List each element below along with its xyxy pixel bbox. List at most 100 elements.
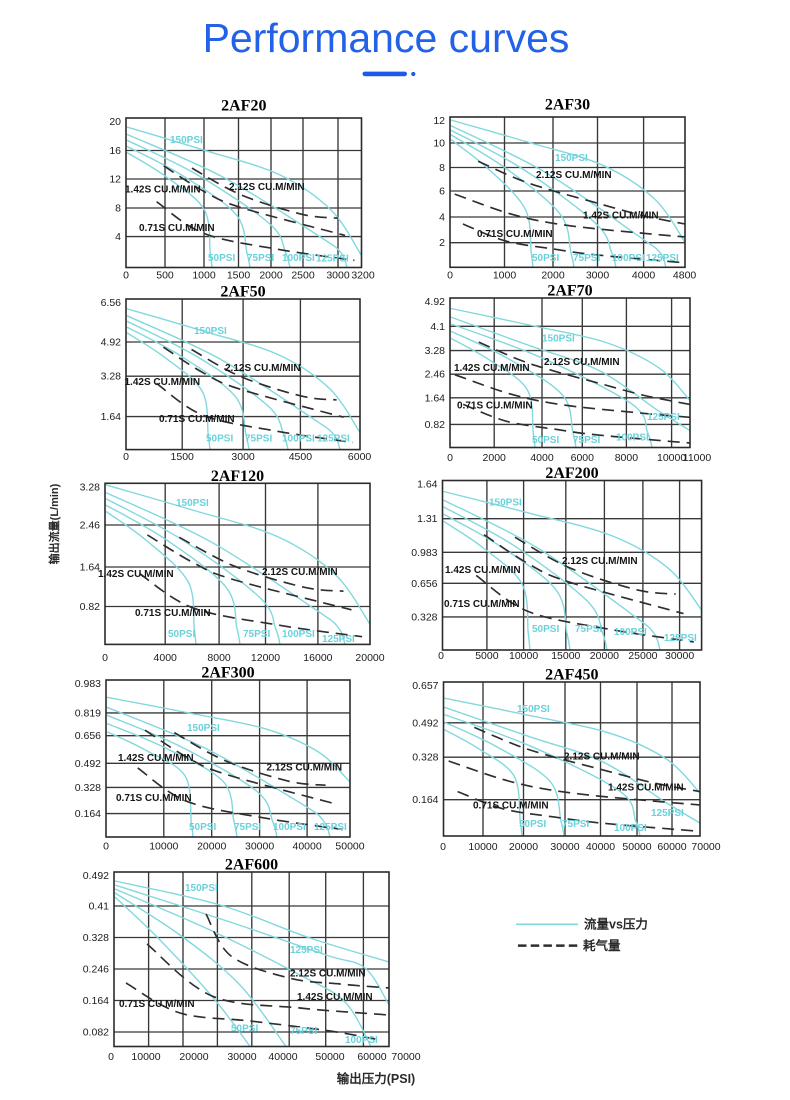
svg-text:5000: 5000 xyxy=(475,650,499,662)
svg-text:3200: 3200 xyxy=(351,270,375,282)
svg-text:0.71S CU.M/MIN: 0.71S CU.M/MIN xyxy=(457,401,533,412)
svg-text:50PSI: 50PSI xyxy=(519,819,546,830)
svg-text:10000: 10000 xyxy=(131,1051,160,1063)
svg-text:75PSI: 75PSI xyxy=(234,822,261,833)
svg-text:1.42S CU.M/MIN: 1.42S CU.M/MIN xyxy=(125,185,201,196)
svg-text:0.82: 0.82 xyxy=(425,419,446,431)
svg-text:75PSI: 75PSI xyxy=(243,629,270,640)
svg-text:2AF50: 2AF50 xyxy=(220,284,265,301)
svg-text:25000: 25000 xyxy=(628,650,657,662)
svg-text:2AF30: 2AF30 xyxy=(545,97,590,114)
svg-text:2.12S CU.M/MIN: 2.12S CU.M/MIN xyxy=(544,357,620,368)
svg-text:6.56: 6.56 xyxy=(101,297,122,309)
svg-text:1.42S CU.M/MIN: 1.42S CU.M/MIN xyxy=(583,211,659,222)
svg-text:100PSI: 100PSI xyxy=(616,433,649,444)
svg-text:20000: 20000 xyxy=(197,841,226,853)
svg-text:6: 6 xyxy=(439,186,445,198)
svg-text:150PSI: 150PSI xyxy=(489,498,522,509)
svg-text:0.71S CU.M/MIN: 0.71S CU.M/MIN xyxy=(444,599,520,610)
svg-text:40000: 40000 xyxy=(268,1051,297,1063)
svg-text:100PSI: 100PSI xyxy=(282,253,315,264)
svg-text:150PSI: 150PSI xyxy=(176,498,209,509)
svg-text:0.71S CU.M/MIN: 0.71S CU.M/MIN xyxy=(119,999,195,1010)
svg-text:2.46: 2.46 xyxy=(425,369,446,381)
svg-text:4500: 4500 xyxy=(289,451,313,463)
svg-text:4.1: 4.1 xyxy=(430,321,445,333)
svg-text:0.656: 0.656 xyxy=(75,730,101,742)
svg-text:50PSI: 50PSI xyxy=(231,1024,258,1035)
svg-text:1.42S CU.M/MIN: 1.42S CU.M/MIN xyxy=(445,565,521,576)
svg-text:0.71S CU.M/MIN: 0.71S CU.M/MIN xyxy=(473,801,549,812)
svg-text:125PSI: 125PSI xyxy=(316,254,349,265)
svg-text:20000: 20000 xyxy=(179,1051,208,1063)
svg-text:0.983: 0.983 xyxy=(411,547,437,559)
svg-text:8000: 8000 xyxy=(615,452,639,464)
svg-text:50PSI: 50PSI xyxy=(206,434,233,445)
svg-text:0.492: 0.492 xyxy=(412,717,438,729)
svg-text:125PSI: 125PSI xyxy=(322,634,355,645)
svg-text:150PSI: 150PSI xyxy=(555,153,588,164)
svg-text:125PSI: 125PSI xyxy=(647,412,680,423)
svg-text:2: 2 xyxy=(439,237,445,249)
svg-text:50PSI: 50PSI xyxy=(532,435,559,446)
svg-text:10000: 10000 xyxy=(149,841,178,853)
svg-text:2.12S CU.M/MIN: 2.12S CU.M/MIN xyxy=(267,763,343,774)
svg-text:Performance curves: Performance curves xyxy=(203,15,570,61)
svg-text:100PSI: 100PSI xyxy=(612,253,645,264)
svg-text:12000: 12000 xyxy=(251,652,280,664)
svg-text:60000: 60000 xyxy=(657,841,686,853)
svg-text:4: 4 xyxy=(439,212,445,224)
svg-text:4.92: 4.92 xyxy=(425,296,446,308)
svg-text:0.656: 0.656 xyxy=(411,578,437,590)
svg-text:3000: 3000 xyxy=(326,270,350,282)
svg-text:2500: 2500 xyxy=(291,270,315,282)
svg-text:0.082: 0.082 xyxy=(83,1027,109,1039)
svg-text:1.42S CU.M/MIN: 1.42S CU.M/MIN xyxy=(297,992,373,1003)
svg-text:0.492: 0.492 xyxy=(83,870,109,882)
svg-text:50000: 50000 xyxy=(335,841,364,853)
svg-text:0.819: 0.819 xyxy=(75,707,101,719)
svg-text:1.42S CU.M/MIN: 1.42S CU.M/MIN xyxy=(454,363,530,374)
svg-text:6000: 6000 xyxy=(348,451,372,463)
svg-text:20000: 20000 xyxy=(509,841,538,853)
svg-text:12: 12 xyxy=(433,115,445,127)
svg-text:150PSI: 150PSI xyxy=(170,135,203,146)
svg-text:0: 0 xyxy=(103,841,109,853)
svg-text:125PSI: 125PSI xyxy=(314,822,347,833)
svg-text:0.82: 0.82 xyxy=(80,601,101,613)
svg-text:0.246: 0.246 xyxy=(83,964,109,976)
svg-text:4: 4 xyxy=(115,231,121,243)
svg-text:2.12S CU.M/MIN: 2.12S CU.M/MIN xyxy=(262,567,338,578)
svg-text:0.71S CU.M/MIN: 0.71S CU.M/MIN xyxy=(477,229,553,240)
svg-text:50PSI: 50PSI xyxy=(532,624,559,635)
svg-text:0: 0 xyxy=(447,452,453,464)
svg-text:75PSI: 75PSI xyxy=(575,624,602,635)
svg-text:30000: 30000 xyxy=(550,841,579,853)
svg-text:100PSI: 100PSI xyxy=(282,629,315,640)
svg-text:150PSI: 150PSI xyxy=(187,723,220,734)
svg-text:2AF20: 2AF20 xyxy=(221,98,266,115)
svg-text:耗气量: 耗气量 xyxy=(583,938,621,953)
svg-text:2AF120: 2AF120 xyxy=(211,468,264,485)
svg-text:3.28: 3.28 xyxy=(80,481,101,493)
svg-text:2.12S CU.M/MIN: 2.12S CU.M/MIN xyxy=(564,752,640,763)
svg-text:0.657: 0.657 xyxy=(412,680,438,692)
svg-text:0.164: 0.164 xyxy=(412,794,438,806)
svg-text:0: 0 xyxy=(102,652,108,664)
svg-text:11000: 11000 xyxy=(683,452,712,464)
svg-text:40000: 40000 xyxy=(586,841,615,853)
svg-text:0.164: 0.164 xyxy=(83,995,109,1007)
svg-text:2AF70: 2AF70 xyxy=(547,283,592,300)
svg-text:20: 20 xyxy=(109,116,121,128)
svg-text:16: 16 xyxy=(109,145,121,157)
svg-text:4800: 4800 xyxy=(673,270,697,282)
svg-text:0: 0 xyxy=(440,841,446,853)
svg-text:125PSI: 125PSI xyxy=(317,434,350,445)
svg-text:100PSI: 100PSI xyxy=(345,1035,378,1046)
svg-text:100PSI: 100PSI xyxy=(614,627,647,638)
svg-text:2AF450: 2AF450 xyxy=(545,667,598,684)
svg-text:15000: 15000 xyxy=(551,650,580,662)
svg-text:75PSI: 75PSI xyxy=(247,253,274,264)
svg-text:125PSI: 125PSI xyxy=(664,633,697,644)
svg-text:75PSI: 75PSI xyxy=(245,434,272,445)
